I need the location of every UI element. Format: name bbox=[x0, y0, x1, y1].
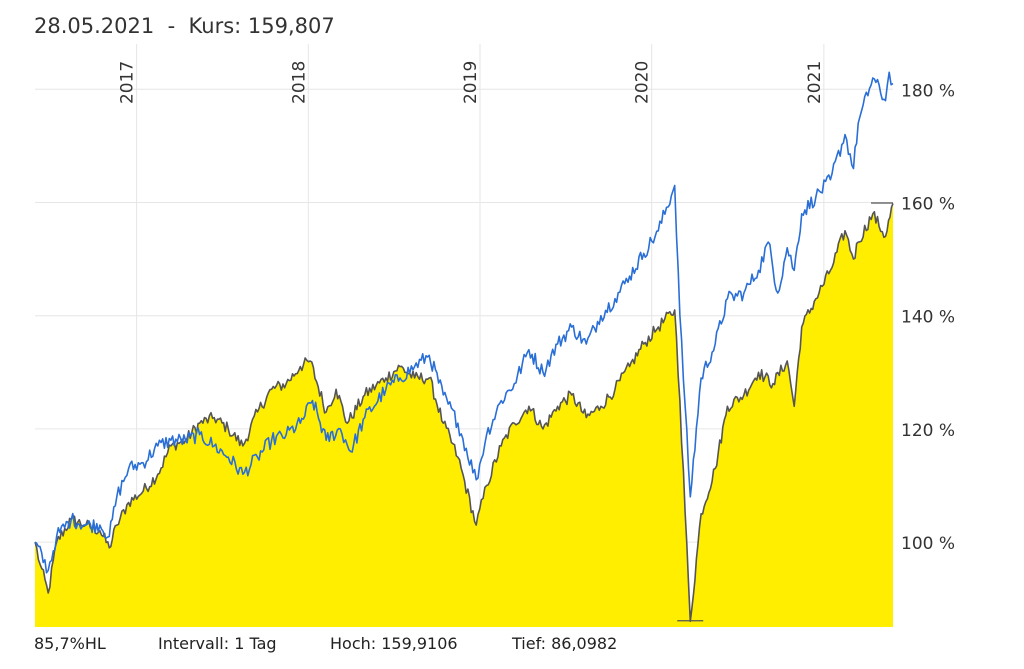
date-label: 28.05.2021 bbox=[34, 14, 155, 38]
fund-area-fill bbox=[35, 203, 893, 627]
interval-label: Intervall: 1 Tag bbox=[158, 634, 277, 653]
header-separator: - bbox=[167, 14, 176, 38]
benchmark-line bbox=[34, 71, 894, 574]
chart-header: 28.05.2021 - Kurs: 159,807 bbox=[34, 14, 335, 38]
y-tick-label-160: 160 % bbox=[901, 194, 955, 214]
price-label: Kurs: 159,807 bbox=[188, 14, 335, 38]
x-tick-label-2018: 2018 bbox=[289, 61, 309, 104]
chart-footer: 85,7%HL Intervall: 1 Tag Hoch: 159,9106 Tie… bbox=[34, 634, 617, 653]
y-tick-label-140: 140 % bbox=[901, 308, 955, 328]
x-tick-label-2019: 2019 bbox=[461, 61, 481, 104]
y-tick-label-100: 100 % bbox=[901, 534, 955, 554]
hl-label: 85,7%HL bbox=[34, 634, 106, 653]
high-label: Hoch: 159,9106 bbox=[330, 634, 458, 653]
low-label: Tief: 86,0982 bbox=[512, 634, 618, 653]
x-tick-label-2021: 2021 bbox=[805, 61, 825, 104]
y-tick-label-120: 120 % bbox=[901, 421, 955, 441]
y-tick-label-180: 180 % bbox=[901, 81, 955, 101]
x-tick-label-2017: 2017 bbox=[118, 61, 138, 104]
x-tick-label-2020: 2020 bbox=[633, 61, 653, 104]
fund-line bbox=[34, 203, 894, 623]
